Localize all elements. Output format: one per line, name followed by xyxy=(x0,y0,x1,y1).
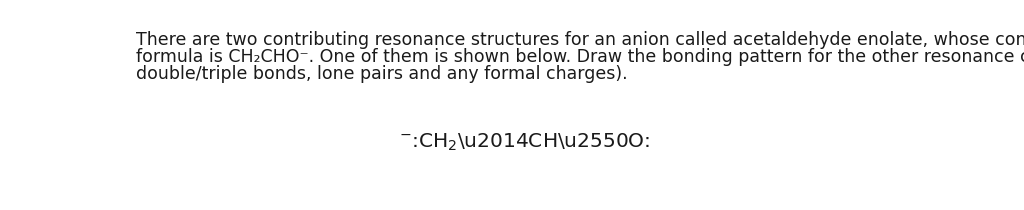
Text: $^{-}$:CH$_2$\u2014CH\u2550O:: $^{-}$:CH$_2$\u2014CH\u2550O: xyxy=(399,131,650,153)
Text: There are two contributing resonance structures for an anion called acetaldehyde: There are two contributing resonance str… xyxy=(136,31,1024,49)
Text: double/triple bonds, lone pairs and any formal charges).: double/triple bonds, lone pairs and any … xyxy=(136,65,628,83)
Text: formula is CH₂CHO⁻. One of them is shown below. Draw the bonding pattern for the: formula is CH₂CHO⁻. One of them is shown… xyxy=(136,48,1024,66)
